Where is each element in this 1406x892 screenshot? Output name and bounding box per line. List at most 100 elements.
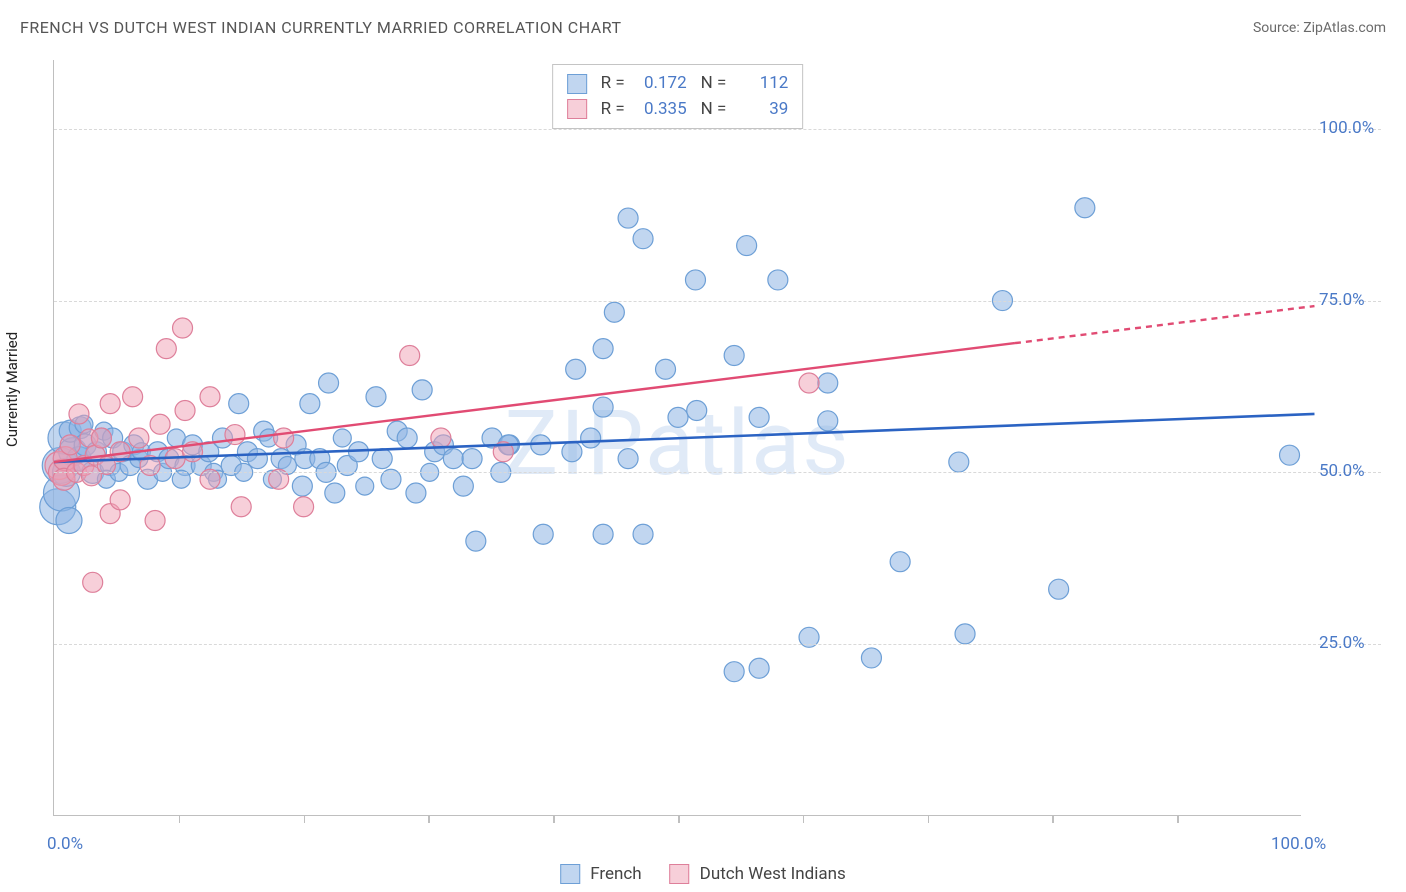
legend-swatch (670, 864, 690, 884)
scatter-point (749, 407, 769, 427)
scatter-point (818, 373, 838, 393)
scatter-point (150, 414, 170, 434)
scatter-point (356, 477, 374, 495)
scatter-point (668, 407, 688, 427)
scatter-point (406, 483, 426, 503)
scatter-point (890, 552, 910, 572)
scatter-point (593, 397, 613, 417)
legend-item: Dutch West Indians (670, 864, 846, 884)
scatter-point (562, 442, 582, 462)
plot-area: ZIPatlas R =0.172N =112R =0.335N =39 (53, 60, 1301, 816)
legend-label: Dutch West Indians (700, 864, 846, 884)
scatter-point (173, 318, 193, 338)
x-tick (803, 815, 805, 823)
scatter-point (818, 411, 838, 431)
scatter-point (300, 394, 320, 414)
gridline (54, 129, 1381, 130)
scatter-point (566, 359, 586, 379)
scatter-point (685, 270, 705, 290)
title-bar: FRENCH VS DUTCH WEST INDIAN CURRENTLY MA… (20, 18, 1386, 37)
scatter-point (200, 387, 220, 407)
scatter-point (100, 394, 120, 414)
scatter-point (372, 449, 392, 469)
scatter-point (687, 401, 707, 421)
y-tick-label: 50.0% (1319, 461, 1365, 481)
x-tick-label-left: 0.0% (47, 834, 83, 854)
scatter-point (60, 435, 80, 455)
scatter-point (156, 339, 176, 359)
scatter-point (129, 428, 149, 448)
regression-line-extrapolated (1015, 306, 1315, 343)
scatter-point (325, 483, 345, 503)
scatter-point (443, 449, 463, 469)
scatter-point (799, 373, 819, 393)
scatter-point (633, 229, 653, 249)
scatter-point (231, 497, 251, 517)
legend-swatch (560, 864, 580, 884)
x-tick (179, 815, 181, 823)
scatter-point (593, 524, 613, 544)
scatter-point (319, 373, 339, 393)
scatter-point (400, 346, 420, 366)
y-tick-label: 75.0% (1319, 290, 1365, 310)
scatter-point (768, 270, 788, 290)
scatter-point (633, 524, 653, 544)
scatter-point (1075, 198, 1095, 218)
scatter-point (333, 429, 351, 447)
scatter-point (175, 401, 195, 421)
x-tick-label-right: 100.0% (1271, 834, 1326, 854)
y-tick-label: 25.0% (1319, 633, 1365, 653)
x-tick (1052, 815, 1054, 823)
y-tick-label: 100.0% (1319, 118, 1374, 138)
scatter-point (724, 662, 744, 682)
scatter-point (949, 452, 969, 472)
x-tick (553, 815, 555, 823)
gridline (54, 644, 1381, 645)
x-tick (1177, 815, 1179, 823)
scatter-point (462, 449, 482, 469)
scatter-point (91, 428, 111, 448)
scatter-point (229, 394, 249, 414)
scatter-point (292, 476, 312, 496)
scatter-point (56, 507, 82, 533)
scatter-point (1280, 445, 1300, 465)
source-label: Source: ZipAtlas.com (1253, 20, 1386, 36)
scatter-point (618, 208, 638, 228)
scatter-point (274, 428, 294, 448)
scatter-point (123, 387, 143, 407)
scatter-point (724, 346, 744, 366)
scatter-point (533, 524, 553, 544)
scatter-point (366, 387, 386, 407)
x-tick (428, 815, 430, 823)
scatter-point (431, 428, 451, 448)
x-tick (928, 815, 930, 823)
scatter-point (749, 658, 769, 678)
scatter-point (69, 404, 89, 424)
scatter-point (604, 302, 624, 322)
y-axis-label: Currently Married (3, 332, 21, 447)
scatter-point (737, 236, 757, 256)
x-tick (304, 815, 306, 823)
scatter-point (618, 449, 638, 469)
scatter-point (656, 359, 676, 379)
legend-item: French (560, 864, 641, 884)
chart-svg (54, 60, 1301, 815)
scatter-point (453, 476, 473, 496)
legend-label: French (590, 864, 641, 884)
scatter-point (110, 490, 130, 510)
x-tick (678, 815, 680, 823)
scatter-point (145, 510, 165, 530)
gridline (54, 472, 1381, 473)
scatter-point (955, 624, 975, 644)
scatter-point (581, 428, 601, 448)
scatter-point (861, 648, 881, 668)
chart-title: FRENCH VS DUTCH WEST INDIAN CURRENTLY MA… (20, 18, 621, 37)
scatter-point (412, 380, 432, 400)
scatter-point (397, 428, 417, 448)
scatter-point (83, 572, 103, 592)
scatter-point (466, 531, 486, 551)
scatter-point (1049, 579, 1069, 599)
scatter-point (247, 449, 267, 469)
gridline (54, 301, 1381, 302)
legend-series: French Dutch West Indians (560, 864, 846, 884)
